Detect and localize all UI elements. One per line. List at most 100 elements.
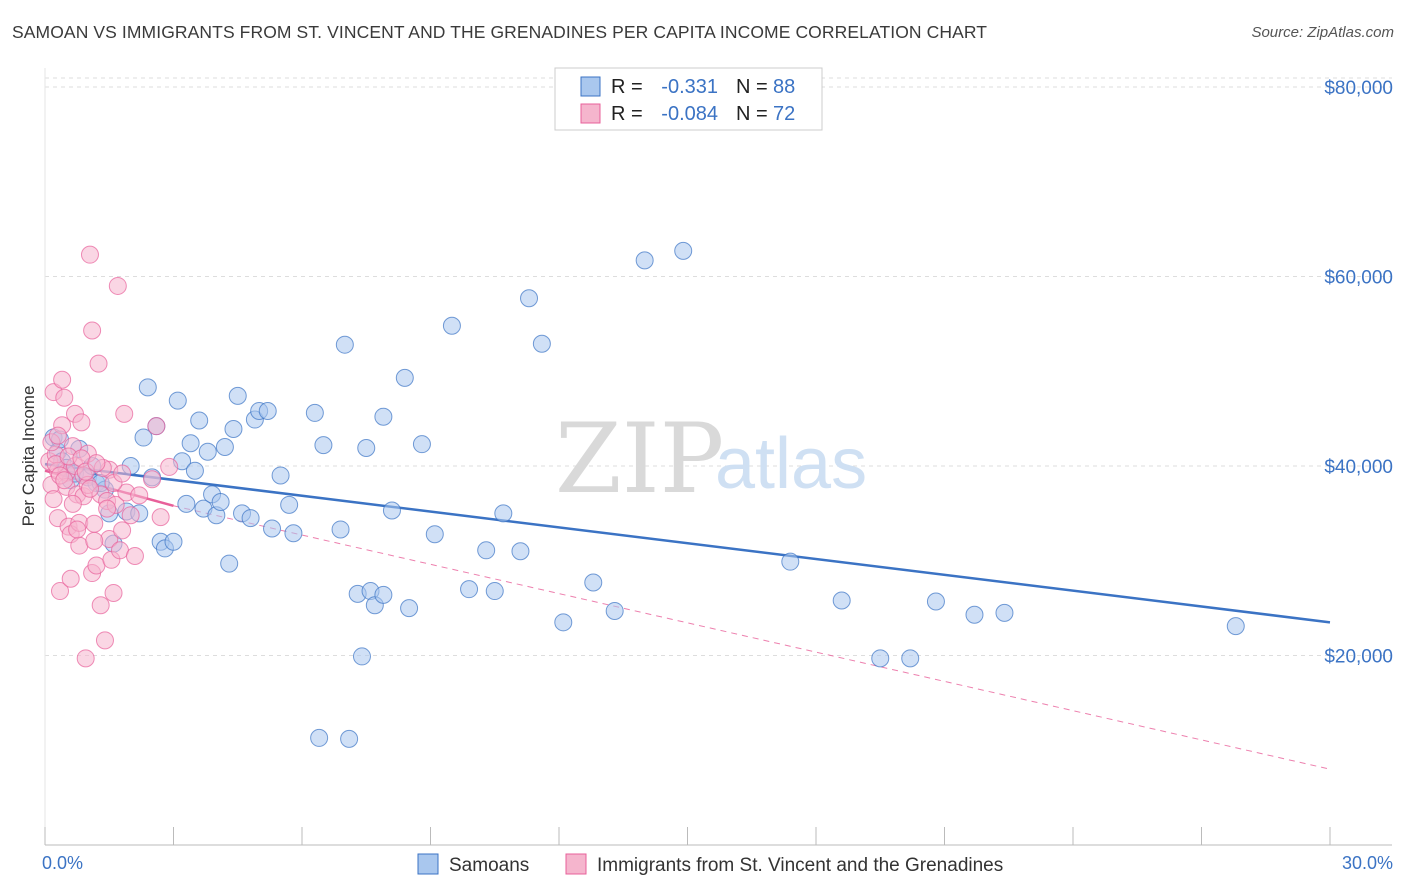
point-samoans-34 [224, 420, 243, 439]
point-immigrants-60 [85, 531, 104, 550]
point-immigrants-29 [83, 321, 102, 340]
chart-title: SAMOAN VS IMMIGRANTS FROM ST. VINCENT AN… [12, 22, 988, 42]
y-tick-label-20000: $20,000 [1324, 646, 1393, 667]
point-immigrants-25 [76, 649, 95, 668]
point-immigrants-56 [68, 520, 87, 539]
point-samoans-80 [995, 603, 1014, 622]
point-samoans-62 [442, 316, 461, 335]
point-samoans-45 [310, 728, 329, 747]
legend-swatch-immigrants [580, 103, 601, 124]
point-samoans-29 [198, 442, 217, 461]
point-samoans-65 [494, 504, 513, 523]
bottom-legend: Samoans Immigrants from St. Vincent and … [417, 853, 1003, 876]
point-immigrants-66 [143, 470, 162, 489]
point-samoans-78 [926, 592, 945, 611]
point-samoans-49 [340, 729, 359, 748]
point-samoans-56 [374, 407, 393, 426]
point-samoans-79 [965, 605, 984, 624]
point-samoans-42 [280, 495, 299, 514]
point-immigrants-45 [113, 521, 132, 540]
point-samoans-68 [532, 334, 551, 353]
point-samoans-59 [400, 599, 419, 618]
legend-r-value-1: -0.331 [661, 76, 718, 98]
point-immigrants-44 [110, 541, 129, 560]
point-samoans-74 [781, 552, 800, 571]
point-immigrants-36 [95, 631, 114, 650]
point-samoans-60 [412, 435, 431, 454]
point-immigrants-65 [130, 486, 149, 505]
point-immigrants-9 [53, 370, 72, 389]
watermark-atlas: atlas [715, 424, 867, 504]
point-samoans-55 [374, 585, 393, 604]
watermark-zip: ZIP [555, 403, 724, 515]
legend-r-value-2: -0.084 [661, 103, 718, 125]
x-axis-ticks [44, 827, 1331, 845]
point-immigrants-46 [115, 404, 134, 423]
bottom-legend-swatch-samoans [417, 853, 439, 875]
legend-n-label-1: N = [736, 76, 768, 98]
point-samoans-46 [314, 436, 333, 455]
data-points [40, 241, 1245, 748]
point-samoans-71 [605, 601, 624, 620]
legend-r-label-1: R = [611, 76, 643, 98]
point-samoans-66 [511, 542, 530, 561]
source-credit: Source: ZipAtlas.com [1251, 24, 1394, 41]
point-samoans-48 [335, 335, 354, 354]
point-immigrants-68 [151, 508, 170, 527]
point-samoans-52 [357, 438, 376, 457]
point-samoans-24 [177, 494, 196, 513]
point-samoans-77 [901, 649, 920, 668]
point-samoans-37 [241, 509, 260, 528]
point-immigrants-59 [80, 479, 99, 498]
point-immigrants-69 [160, 457, 179, 476]
point-samoans-69 [554, 613, 573, 632]
point-immigrants-31 [85, 514, 104, 533]
series-immigrants [40, 245, 179, 668]
trend-line-dashed-immigrants [173, 505, 1331, 770]
point-samoans-86 [271, 466, 290, 485]
point-samoans-32 [211, 492, 230, 511]
point-immigrants-43 [108, 276, 127, 295]
point-immigrants-33 [89, 354, 108, 373]
point-samoans-85 [215, 438, 234, 457]
point-samoans-27 [190, 411, 209, 430]
point-immigrants-7 [50, 582, 69, 601]
point-immigrants-49 [125, 546, 144, 565]
point-samoans-57 [382, 501, 401, 520]
point-samoans-61 [425, 525, 444, 544]
point-immigrants-71 [87, 454, 106, 473]
legend-swatch-samoans [580, 76, 601, 97]
point-samoans-40 [258, 402, 277, 421]
point-samoans-25 [181, 434, 200, 453]
point-samoans-35 [228, 386, 247, 405]
point-samoans-63 [477, 541, 496, 560]
point-immigrants-22 [72, 413, 91, 432]
legend: R = -0.331 N = 88 R = -0.084 N = 72 [554, 67, 823, 131]
point-samoans-47 [331, 520, 350, 539]
point-samoans-43 [284, 524, 303, 543]
point-immigrants-15 [61, 569, 80, 588]
trend-line-samoans [44, 462, 1331, 624]
point-immigrants-2 [44, 490, 63, 509]
bottom-legend-label-immigrants: Immigrants from St. Vincent and the Gren… [597, 855, 1003, 876]
point-samoans-87 [460, 580, 479, 599]
point-immigrants-48 [121, 506, 140, 525]
point-samoans-21 [164, 532, 183, 551]
legend-r-label-2: R = [611, 103, 643, 125]
y-axis-tick-labels: $20,000 $40,000 $60,000 $80,000 [1324, 78, 1393, 668]
point-samoans-67 [520, 289, 539, 308]
point-immigrants-64 [113, 464, 132, 483]
point-immigrants-41 [104, 583, 123, 602]
x-tick-label-max: 30.0% [1342, 853, 1393, 873]
legend-n-value-2: 72 [773, 103, 795, 125]
point-immigrants-67 [147, 417, 166, 436]
point-immigrants-10 [55, 388, 74, 407]
point-samoans-41 [263, 519, 282, 538]
point-samoans-72 [635, 251, 654, 270]
legend-n-label-2: N = [736, 103, 768, 125]
point-immigrants-70 [48, 426, 67, 445]
point-samoans-70 [584, 573, 603, 592]
point-immigrants-32 [87, 556, 106, 575]
point-samoans-16 [138, 378, 157, 397]
